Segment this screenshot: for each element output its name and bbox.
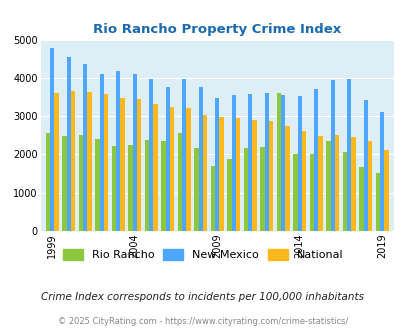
- Bar: [46, 133, 50, 231]
- Bar: [54, 93, 58, 231]
- Bar: [297, 96, 301, 231]
- Bar: [215, 98, 219, 231]
- Bar: [165, 87, 169, 231]
- Bar: [358, 167, 363, 231]
- Bar: [202, 115, 207, 231]
- Bar: [149, 80, 153, 231]
- Bar: [181, 79, 186, 231]
- Bar: [136, 99, 141, 231]
- Bar: [79, 135, 83, 231]
- Bar: [330, 80, 334, 231]
- Bar: [104, 94, 108, 231]
- Title: Rio Rancho Property Crime Index: Rio Rancho Property Crime Index: [93, 23, 341, 36]
- Bar: [375, 173, 379, 231]
- Bar: [280, 95, 285, 231]
- Bar: [309, 154, 313, 231]
- Bar: [177, 133, 181, 231]
- Bar: [198, 87, 202, 231]
- Bar: [235, 118, 240, 231]
- Bar: [95, 139, 99, 231]
- Bar: [318, 136, 322, 231]
- Bar: [120, 98, 124, 231]
- Bar: [210, 166, 215, 231]
- Bar: [87, 92, 92, 231]
- Bar: [334, 135, 338, 231]
- Bar: [169, 107, 174, 231]
- Bar: [161, 141, 165, 231]
- Bar: [313, 89, 318, 231]
- Bar: [326, 141, 330, 231]
- Bar: [227, 159, 231, 231]
- Bar: [128, 145, 132, 231]
- Text: Crime Index corresponds to incidents per 100,000 inhabitants: Crime Index corresponds to incidents per…: [41, 292, 364, 302]
- Bar: [145, 140, 149, 231]
- Bar: [285, 126, 289, 231]
- Bar: [260, 147, 264, 231]
- Bar: [99, 74, 104, 231]
- Bar: [247, 94, 252, 231]
- Bar: [111, 146, 116, 231]
- Bar: [50, 48, 54, 231]
- Text: © 2025 CityRating.com - https://www.cityrating.com/crime-statistics/: © 2025 CityRating.com - https://www.city…: [58, 317, 347, 326]
- Bar: [276, 93, 280, 231]
- Bar: [363, 100, 367, 231]
- Bar: [301, 131, 305, 231]
- Bar: [153, 104, 157, 231]
- Bar: [66, 57, 70, 231]
- Bar: [243, 148, 247, 231]
- Bar: [252, 120, 256, 231]
- Bar: [268, 121, 273, 231]
- Bar: [132, 74, 136, 231]
- Bar: [194, 148, 198, 231]
- Bar: [379, 112, 384, 231]
- Bar: [186, 108, 190, 231]
- Legend: Rio Rancho, New Mexico, National: Rio Rancho, New Mexico, National: [63, 249, 342, 260]
- Bar: [351, 137, 355, 231]
- Bar: [219, 117, 223, 231]
- Bar: [384, 150, 388, 231]
- Bar: [231, 95, 235, 231]
- Bar: [70, 91, 75, 231]
- Bar: [342, 152, 346, 231]
- Bar: [83, 64, 87, 231]
- Bar: [292, 154, 297, 231]
- Bar: [264, 93, 268, 231]
- Bar: [367, 141, 371, 231]
- Bar: [116, 71, 120, 231]
- Bar: [62, 136, 66, 231]
- Bar: [346, 80, 351, 231]
